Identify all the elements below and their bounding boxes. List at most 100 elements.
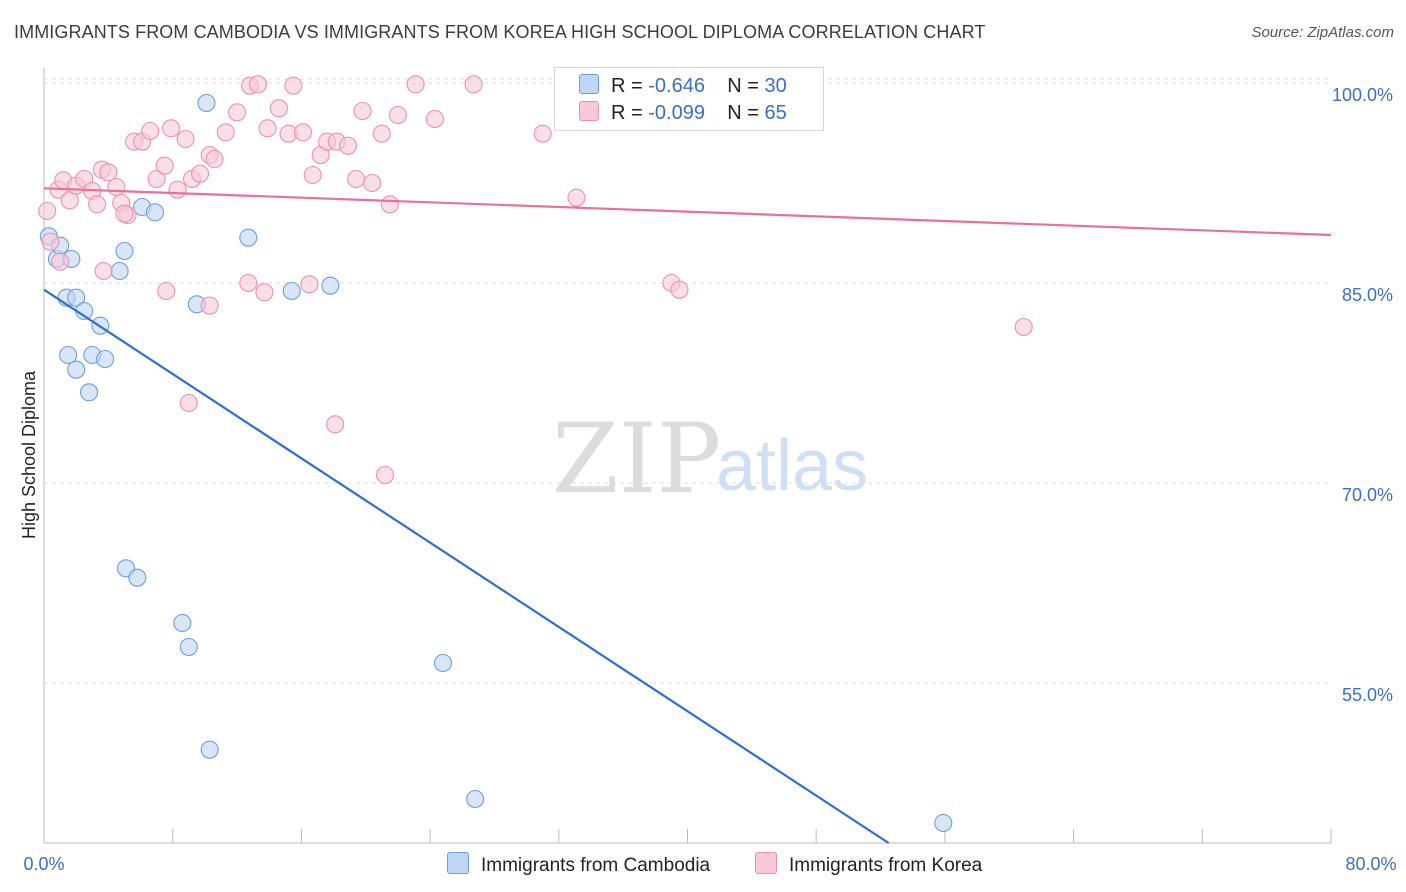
cambodia-point [179,637,198,657]
cambodia-point [128,568,147,587]
korea-point [567,188,586,207]
legend-r-label: R = [611,75,643,97]
cambodia-swatch [579,74,599,94]
korea-point [372,124,391,143]
cambodia-point [67,360,86,379]
korea-point [464,75,483,94]
korea-point [347,169,366,189]
legend-item-cambodia: Immigrants from Cambodia [447,852,710,877]
korea-point [248,75,268,94]
korea-point [293,123,313,142]
watermark: ZIP atlas [552,403,868,515]
korea-point [380,195,399,214]
cambodia-point [200,740,219,759]
cambodia-legend-swatch [447,852,469,874]
korea-point [205,149,224,169]
stats-legend: R = -0.646 N = 30 R = -0.099 N = 65 [554,67,824,131]
legend-n-value: 65 [764,102,787,124]
korea-point [38,201,57,221]
korea-point [228,103,247,122]
x-tick-label: 80.0% [1345,854,1396,874]
legend-label-cambodia: Immigrants from Cambodia [481,855,711,876]
korea-point [99,163,118,182]
cambodia-point [115,241,134,261]
cambodia-point [282,281,301,301]
korea-legend-swatch [755,852,777,874]
korea-point [88,195,107,214]
y-axis-label: High School Diploma [19,370,39,539]
korea-point [147,169,166,189]
korea-point [200,296,219,315]
legend-n-label: N = [727,102,759,124]
cambodia-trend-line [43,288,890,844]
korea-point [303,165,322,185]
cambodia-point [110,261,129,281]
cambodia-point [173,613,192,633]
cambodia-point [79,383,99,402]
korea-point [162,119,181,138]
legend-n-label: N = [727,75,759,97]
cambodia-point [197,93,216,113]
korea-point [157,281,176,301]
korea-point [425,109,444,129]
legend-item-korea: Immigrants from Korea [755,852,982,877]
korea-point [388,105,407,125]
korea-point [190,164,210,183]
korea-point [179,393,198,413]
korea-point [107,177,126,197]
korea-point [269,99,288,118]
y-tick-label: 55.0% [1342,685,1393,705]
korea-point [339,136,358,155]
watermark-atlas: atlas [716,426,868,506]
korea-point [300,275,319,294]
cambodia-point [466,789,485,809]
data-points [38,75,1033,833]
legend-row-korea: R = -0.099 N = 65 [579,101,787,127]
cambodia-point [145,203,165,222]
legend-r-value: -0.099 [648,102,705,124]
korea-point [284,76,303,95]
korea-point [155,156,174,175]
cambodia-point [67,288,86,307]
legend-r-label: R = [611,102,643,124]
axes [43,68,1332,844]
watermark-zip: ZIP [552,403,721,515]
korea-point [51,252,70,271]
y-tick-label: 85.0% [1342,285,1393,305]
trend-lines [43,187,1332,844]
series-korea [38,75,1033,485]
cambodia-point [433,653,453,673]
korea-point [406,75,425,94]
korea-point [353,101,372,121]
korea-point [239,273,258,293]
korea-point [363,173,382,193]
legend-label-korea: Immigrants from Korea [789,855,983,876]
korea-point [141,121,160,141]
korea-point [94,261,113,281]
axis-labels: 55.0% 70.0% 85.0% 100.0% 0.0% 80.0% High Schoo… [19,85,1397,874]
korea-trend-line [43,187,1332,237]
korea-point [41,232,60,251]
x-tick-label: 0.0% [23,854,64,874]
korea-point [255,283,274,302]
cambodia-point [96,349,115,369]
cambodia-point [934,813,953,833]
korea-swatch [579,101,599,121]
korea-point [1014,317,1033,337]
y-tick-label: 70.0% [1342,485,1393,505]
gridlines [44,78,1331,684]
y-tick-label: 100.0% [1332,85,1393,105]
korea-point [168,180,187,199]
legend-r-value: -0.646 [648,75,705,97]
legend-row-cambodia: R = -0.646 N = 30 [579,74,787,100]
korea-point [533,124,552,143]
chart-title: IMMIGRANTS FROM CAMBODIA VS IMMIGRANTS F… [14,22,986,42]
cambodia-point [59,345,78,365]
korea-point [376,465,395,485]
cambodia-point [321,276,340,295]
source-credit: Source: ZipAtlas.com [1251,24,1394,41]
korea-point [216,123,235,142]
korea-point [258,119,277,138]
korea-point [176,129,195,149]
